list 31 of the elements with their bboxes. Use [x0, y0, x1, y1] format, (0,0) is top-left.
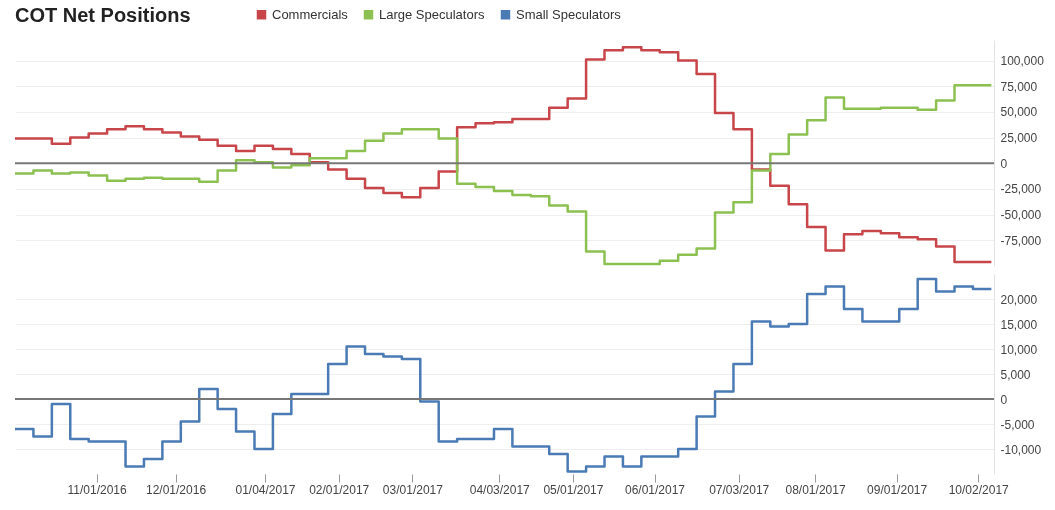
- y-tick-label: 10,000: [1000, 342, 1038, 357]
- x-tick-label: 12/01/2016: [146, 482, 207, 497]
- x-tick-label: 11/01/2016: [67, 482, 127, 497]
- x-tick-label: 03/01/2017: [382, 482, 444, 497]
- y-tick-label: -5,000: [1000, 417, 1035, 432]
- y-tick-label: 50,000: [1000, 105, 1038, 120]
- y-tick-label: -50,000: [1000, 208, 1042, 223]
- y-tick-label: 15,000: [1000, 317, 1038, 332]
- chart-title: COT Net Positions: [15, 4, 191, 26]
- y-tick-label: 20,000: [1000, 292, 1038, 307]
- x-tick-label: 10/02/2017: [948, 482, 1010, 497]
- x-tick-label: 05/01/2017: [543, 482, 604, 497]
- x-tick-label: 08/01/2017: [785, 482, 846, 497]
- legend-label: Large Speculators: [379, 6, 486, 22]
- y-tick-label: -10,000: [1000, 442, 1042, 457]
- legend-label: Commercials: [272, 6, 349, 22]
- y-tick-label: 0: [1000, 392, 1008, 407]
- x-tick-label: 02/01/2017: [309, 482, 370, 497]
- y-tick-label: -25,000: [1000, 182, 1042, 197]
- x-tick-label: 04/03/2017: [469, 482, 531, 497]
- y-tick-label: 100,000: [1000, 54, 1045, 69]
- y-tick-label: 5,000: [1000, 367, 1031, 382]
- y-tick-label: 75,000: [1000, 79, 1038, 94]
- y-tick-label: 0: [1000, 156, 1008, 171]
- x-tick-label: 09/01/2017: [867, 482, 928, 497]
- y-tick-label: 25,000: [1000, 131, 1038, 146]
- x-tick-label: 01/04/2017: [235, 482, 296, 497]
- x-tick-label: 07/03/2017: [709, 482, 770, 497]
- legend-label: Small Speculators: [516, 6, 622, 22]
- x-tick-label: 06/01/2017: [624, 482, 686, 497]
- y-tick-label: -75,000: [1000, 233, 1042, 248]
